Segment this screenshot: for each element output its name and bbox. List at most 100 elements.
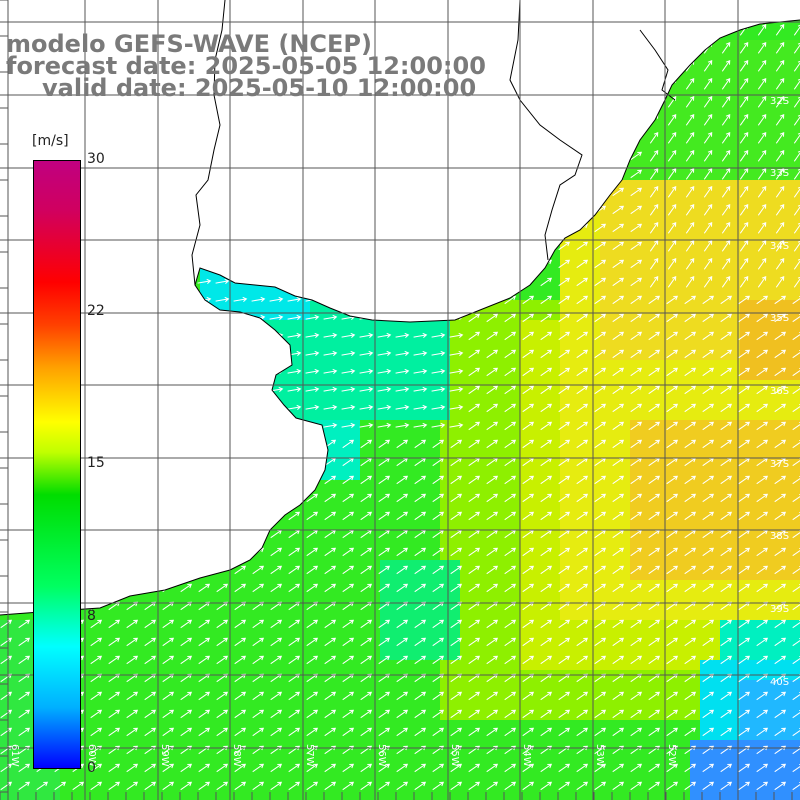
wind-arrow bbox=[360, 655, 373, 665]
wind-arrow bbox=[648, 547, 661, 557]
wind-arrow bbox=[396, 547, 409, 557]
wind-arrow bbox=[216, 781, 229, 791]
wind-arrow bbox=[341, 332, 356, 338]
wind-arrow bbox=[216, 727, 229, 737]
wind-arrow bbox=[630, 439, 643, 449]
wind-arrow bbox=[648, 331, 661, 341]
wind-arrow bbox=[649, 257, 659, 270]
wind-arrow bbox=[486, 709, 499, 719]
wind-arrow bbox=[180, 601, 193, 611]
wind-arrow bbox=[685, 257, 695, 270]
wind-arrow bbox=[684, 691, 697, 701]
wind-arrow bbox=[450, 583, 463, 593]
wind-arrow bbox=[774, 403, 787, 413]
wind-arrow bbox=[198, 763, 211, 773]
wind-arrow bbox=[649, 221, 659, 234]
wind-arrow bbox=[126, 691, 139, 701]
wind-arrow bbox=[594, 349, 607, 359]
wind-arrow bbox=[468, 619, 481, 629]
wind-arrow bbox=[522, 385, 535, 395]
lat-label: 38S bbox=[770, 531, 789, 542]
wind-arrow bbox=[792, 691, 800, 701]
wind-arrow bbox=[432, 691, 445, 701]
wind-arrow bbox=[792, 745, 800, 755]
wind-arrow bbox=[324, 601, 337, 611]
wind-arrow bbox=[684, 763, 697, 773]
wind-arrow bbox=[198, 727, 211, 737]
wind-arrow bbox=[413, 332, 428, 338]
wind-arrow bbox=[162, 781, 175, 791]
wind-arrow bbox=[126, 727, 139, 737]
wind-arrow bbox=[396, 637, 409, 647]
wind-arrow bbox=[684, 421, 697, 431]
wind-arrow bbox=[306, 781, 319, 791]
wind-arrow bbox=[342, 493, 355, 503]
wind-arrow bbox=[738, 511, 751, 521]
wind-arrow bbox=[612, 673, 625, 683]
wind-arrow bbox=[305, 386, 320, 392]
wind-arrow bbox=[162, 673, 175, 683]
wind-arrow bbox=[793, 257, 800, 270]
wind-arrow bbox=[576, 313, 589, 323]
wind-arrow bbox=[721, 257, 731, 270]
wind-arrow bbox=[431, 332, 446, 338]
wind-arrow bbox=[630, 673, 643, 683]
wind-arrow bbox=[449, 422, 464, 428]
wind-arrow bbox=[306, 727, 319, 737]
wind-arrow bbox=[342, 547, 355, 557]
wind-arrow bbox=[757, 131, 767, 144]
wind-arrow bbox=[540, 655, 553, 665]
wind-arrow bbox=[558, 241, 571, 251]
wind-arrow bbox=[468, 475, 481, 485]
wind-arrow bbox=[414, 727, 427, 737]
wind-arrow bbox=[486, 763, 499, 773]
wind-arrow bbox=[306, 493, 319, 503]
wind-arrow bbox=[432, 565, 445, 575]
wind-arrow bbox=[648, 583, 661, 593]
wind-arrow bbox=[720, 601, 733, 611]
wind-arrow bbox=[666, 637, 679, 647]
wind-arrow bbox=[180, 655, 193, 665]
wind-arrow bbox=[703, 77, 713, 90]
wind-arrow bbox=[270, 619, 283, 629]
wind-arrow bbox=[630, 169, 643, 179]
wind-arrow bbox=[287, 314, 302, 320]
wind-arrow bbox=[720, 295, 733, 305]
wind-arrow bbox=[341, 368, 356, 374]
wind-arrow bbox=[108, 727, 121, 737]
wind-arrow bbox=[198, 673, 211, 683]
wind-arrow bbox=[234, 709, 247, 719]
wind-arrow bbox=[667, 275, 677, 288]
wind-arrow bbox=[198, 709, 211, 719]
wind-arrow bbox=[630, 655, 643, 665]
wind-arrow bbox=[792, 349, 800, 359]
wind-arrow bbox=[792, 583, 800, 593]
wind-arrow bbox=[450, 709, 463, 719]
wind-arrow bbox=[612, 475, 625, 485]
wind-arrow bbox=[648, 421, 661, 431]
wind-arrow bbox=[739, 257, 749, 270]
wind-arrow bbox=[432, 637, 445, 647]
wind-arrow bbox=[576, 403, 589, 413]
wind-arrow bbox=[702, 565, 715, 575]
wind-arrow bbox=[612, 547, 625, 557]
wind-arrow bbox=[504, 565, 517, 575]
wind-arrow bbox=[792, 673, 800, 683]
wind-arrow bbox=[324, 583, 337, 593]
wind-arrow bbox=[774, 691, 787, 701]
wind-arrow bbox=[486, 475, 499, 485]
wind-arrow bbox=[667, 185, 677, 198]
wind-arrow bbox=[666, 385, 679, 395]
wind-arrow bbox=[576, 709, 589, 719]
wind-arrow bbox=[757, 77, 767, 90]
wind-arrow bbox=[377, 368, 392, 374]
wind-arrow bbox=[774, 313, 787, 323]
wind-arrow bbox=[774, 349, 787, 359]
wind-arrow bbox=[612, 259, 625, 269]
wind-arrow bbox=[576, 619, 589, 629]
wind-arrow bbox=[594, 259, 607, 269]
wind-arrow bbox=[667, 95, 677, 108]
colorbar-tick-22: 22 bbox=[87, 303, 105, 319]
wind-arrow bbox=[630, 367, 643, 377]
